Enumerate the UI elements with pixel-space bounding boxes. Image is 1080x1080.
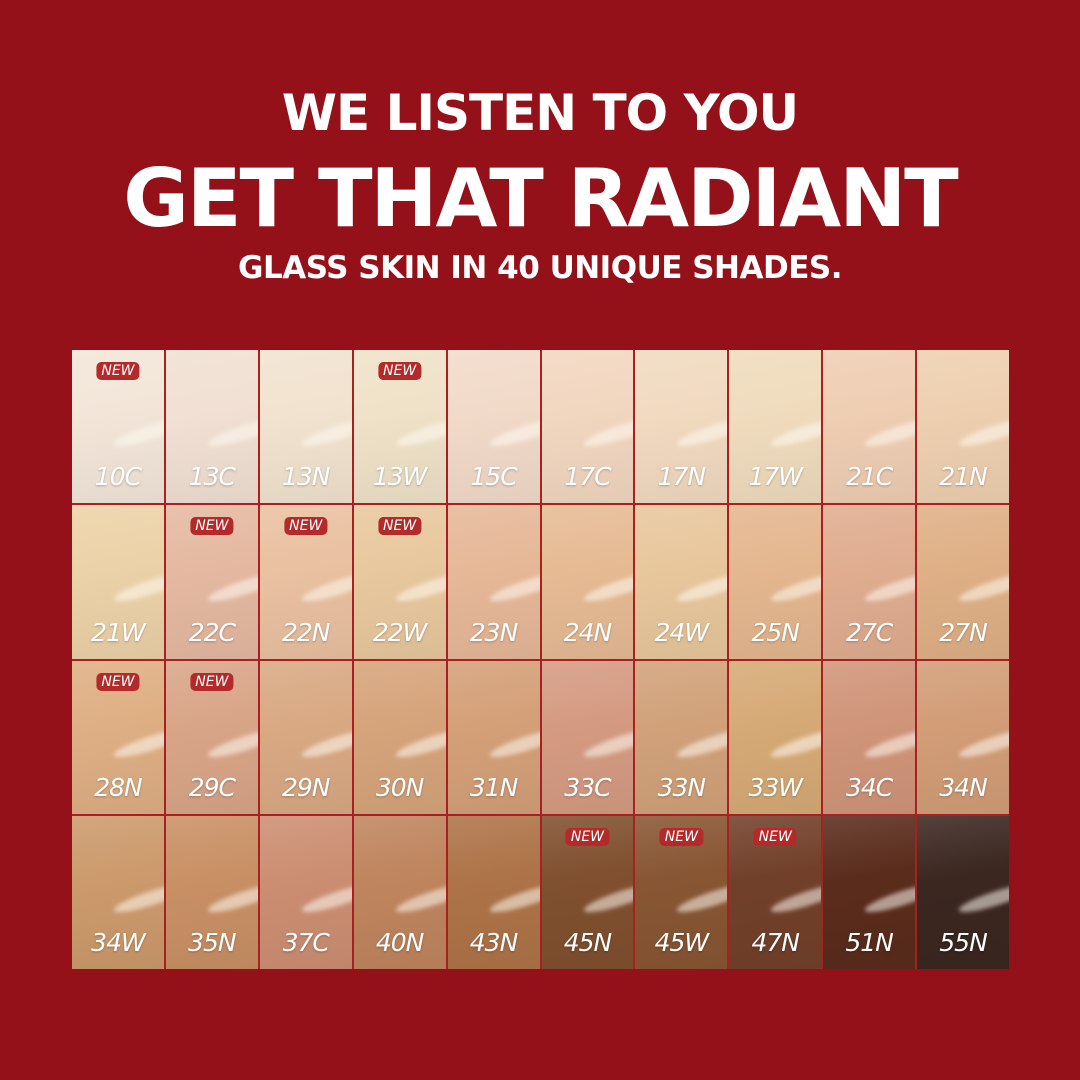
shade-label: 33N: [657, 772, 707, 802]
new-badge: NEW: [753, 827, 797, 846]
shade-swatch: 29N: [259, 660, 352, 814]
shade-swatch: NEW 10C: [72, 350, 164, 504]
shade-label: 45N: [563, 928, 613, 957]
shade-label: 17C: [564, 462, 611, 492]
shade-label: 21C: [846, 462, 893, 492]
shade-label: 47N: [751, 928, 800, 957]
shade-swatch: 24N: [541, 505, 634, 659]
shade-label: 43N: [469, 928, 519, 957]
shade-label: 30N: [375, 772, 425, 802]
shade-label: 31N: [469, 772, 519, 802]
shade-swatch: 15C: [447, 350, 540, 504]
shade-swatch: NEW 13W: [353, 350, 446, 504]
shade-swatch: 17N: [635, 350, 728, 504]
shade-swatch: NEW 29C: [165, 660, 258, 814]
shade-swatch: 13C: [165, 350, 258, 504]
shade-swatch: NEW 45N: [541, 815, 634, 969]
shade-swatch: 40N: [353, 815, 446, 969]
shade-label: 29N: [281, 772, 331, 802]
shade-label: 13W: [372, 462, 428, 492]
shade-swatch: NEW 28N: [72, 660, 164, 814]
shade-swatch: 51N: [823, 815, 916, 969]
shade-label: 35N: [188, 928, 237, 957]
shade-label: 33W: [748, 772, 803, 802]
shade-label: 29C: [188, 772, 236, 802]
shade-label: 51N: [845, 928, 894, 957]
shade-label: 34W: [91, 928, 146, 957]
shade-swatch: 34C: [823, 660, 916, 814]
shade-label: 21N: [939, 462, 988, 492]
shade-label: 45W: [654, 928, 710, 957]
shade-label: 13C: [188, 462, 236, 492]
shade-label: 13N: [281, 462, 331, 492]
new-badge: NEW: [565, 827, 610, 846]
shade-swatch: 27C: [823, 505, 916, 659]
shade-label: 27C: [846, 617, 893, 647]
shade-label: 40N: [375, 928, 425, 957]
shade-label: 33C: [564, 772, 611, 802]
shade-label: 55N: [939, 928, 988, 957]
new-badge: NEW: [659, 827, 703, 846]
shade-label: 24W: [654, 617, 710, 647]
shade-label: 22C: [188, 617, 236, 647]
shade-label: 37C: [282, 928, 330, 957]
shade-label: 28N: [94, 772, 143, 802]
shade-swatch: 21W: [72, 505, 164, 659]
shade-swatch: 30N: [353, 660, 446, 814]
new-badge: NEW: [378, 517, 422, 536]
shade-swatch: NEW 47N: [729, 815, 822, 969]
shade-swatch: NEW 22C: [165, 505, 258, 659]
shade-label: 34N: [939, 772, 988, 802]
shade-swatch: NEW 22N: [259, 505, 352, 659]
shade-swatch: 33C: [541, 660, 634, 814]
shade-label: 17N: [657, 462, 707, 492]
shade-grid: NEW 10C 13C 13N NEW 13W 15C 17C 17N 17W 21C 21N 21W N…: [72, 350, 1009, 969]
new-badge: NEW: [284, 517, 328, 536]
shade-swatch: NEW 22W: [353, 505, 446, 659]
shade-swatch: 55N: [917, 815, 1009, 969]
shade-label: 10C: [94, 462, 142, 492]
shade-label: 22N: [281, 617, 331, 647]
shade-swatch: NEW 45W: [635, 815, 728, 969]
shade-label: 22W: [372, 617, 428, 647]
shade-swatch: 13N: [259, 350, 352, 504]
shade-swatch: 17C: [541, 350, 634, 504]
shade-swatch: 31N: [447, 660, 540, 814]
shade-label: 17W: [748, 462, 803, 492]
shade-label: 27N: [939, 617, 988, 647]
shade-swatch: 33N: [635, 660, 728, 814]
shade-swatch: 34N: [917, 660, 1009, 814]
shade-swatch: 24W: [635, 505, 728, 659]
shade-label: 25N: [751, 617, 800, 647]
shade-label: 34C: [846, 772, 893, 802]
new-badge: NEW: [378, 362, 422, 380]
new-badge: NEW: [96, 362, 140, 380]
shade-label: 24N: [563, 617, 613, 647]
shade-swatch: 23N: [447, 505, 540, 659]
shade-swatch: 37C: [259, 815, 352, 969]
headline-sub: GLASS SKIN IN 40 UNIQUE SHADES.: [238, 250, 843, 286]
shade-label: 21W: [91, 617, 146, 647]
shade-label: 23N: [469, 617, 519, 647]
shade-swatch: 43N: [447, 815, 540, 969]
new-badge: NEW: [190, 517, 234, 536]
shade-swatch: 17W: [729, 350, 822, 504]
new-badge: NEW: [96, 672, 140, 691]
shade-label: 15C: [470, 462, 517, 492]
shade-swatch: 34W: [72, 815, 164, 969]
shade-swatch: 27N: [917, 505, 1009, 659]
headline-main: GET THAT RADIANT: [123, 152, 959, 245]
shade-swatch: 35N: [165, 815, 258, 969]
shade-swatch: 21C: [823, 350, 916, 504]
new-badge: NEW: [190, 672, 234, 691]
headline-top: WE LISTEN TO YOU: [281, 84, 799, 142]
shade-swatch: 21N: [917, 350, 1009, 504]
shade-swatch: 25N: [729, 505, 822, 659]
shade-swatch: 33W: [729, 660, 822, 814]
